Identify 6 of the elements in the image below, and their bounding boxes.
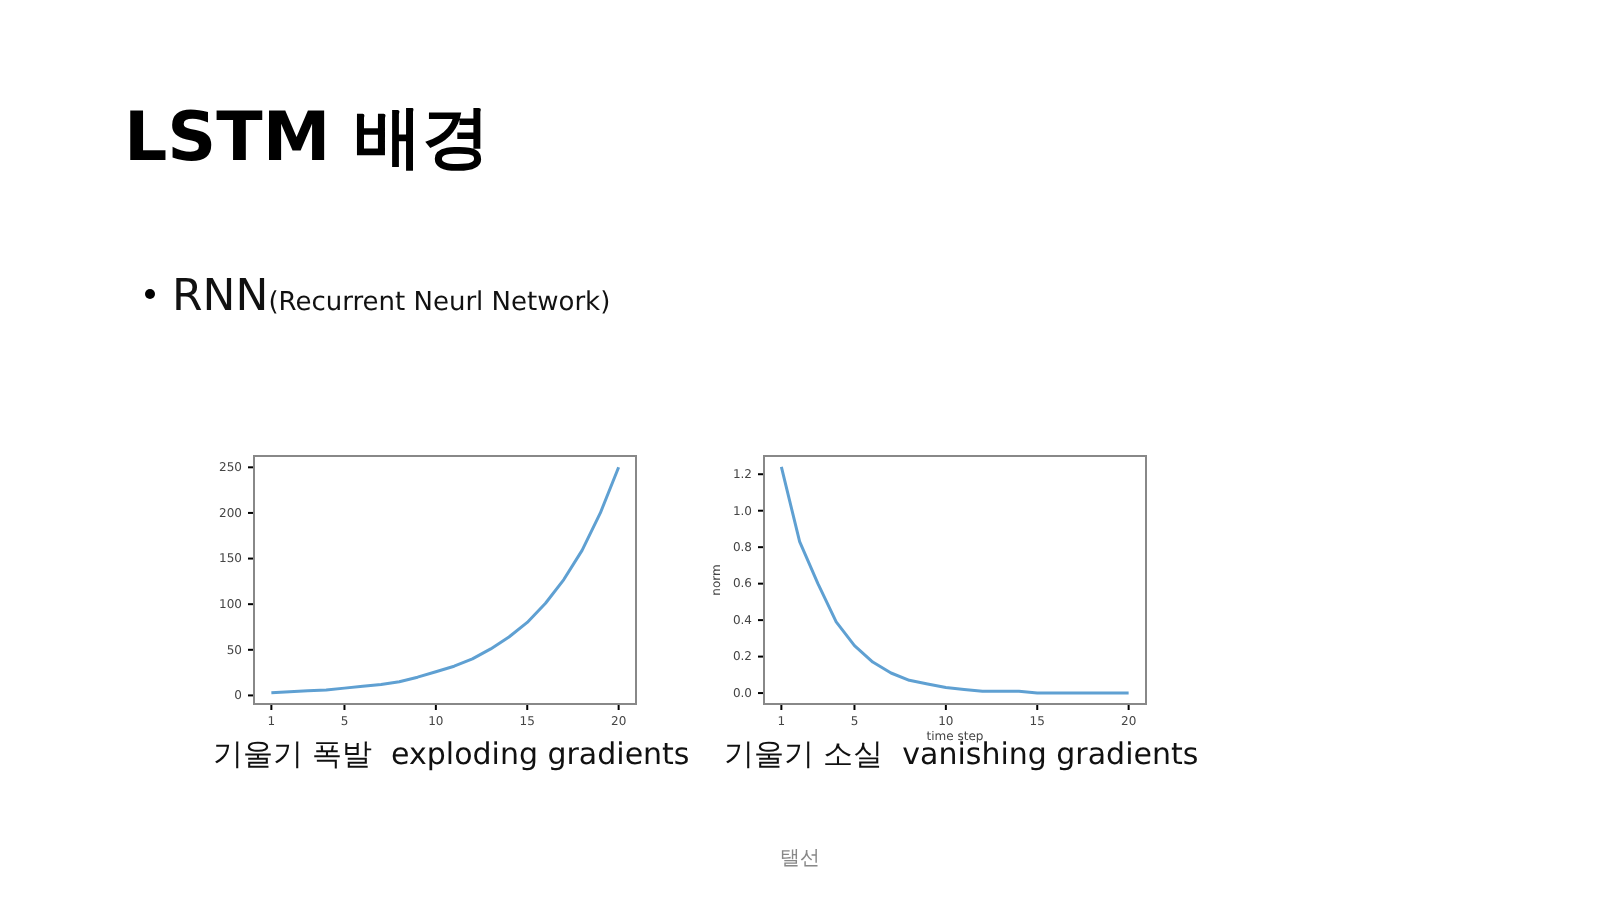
- chart-subtitle: RNN(Recurrent Neurl Network): [172, 272, 611, 322]
- line-series: [269, 465, 621, 695]
- chart-title: LSTM 배경: [124, 98, 491, 178]
- text: 기울기 폭발 exploding gradients: [212, 736, 690, 772]
- text: 탤선: [780, 848, 820, 870]
- line-series: [779, 465, 1131, 695]
